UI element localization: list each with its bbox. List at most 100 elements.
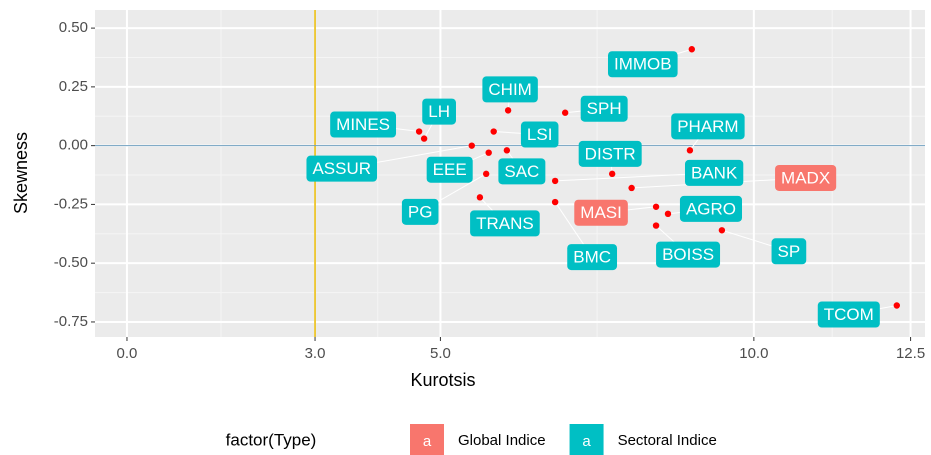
point-label: SP: [721, 229, 807, 265]
y-tick-label: 0.25: [59, 78, 88, 95]
point-label: TRANS: [470, 197, 540, 237]
label-text: LSI: [527, 125, 553, 144]
point-label: ASSUR: [306, 145, 472, 182]
x-tick-label: 5.0: [430, 345, 451, 362]
point-label: DISTR: [578, 140, 642, 174]
point-label: MINES: [330, 111, 420, 138]
y-tick-label: -0.50: [54, 254, 88, 271]
point-label: CHIM: [482, 76, 538, 111]
label-box: [771, 238, 807, 265]
point: [718, 227, 726, 234]
point: [686, 147, 694, 154]
label-box: [607, 51, 678, 78]
label-box: [684, 159, 744, 186]
label-text: ASSUR: [312, 159, 371, 178]
legend-key: [569, 424, 604, 455]
label-text: BMC: [573, 248, 611, 267]
point-label: EEE: [426, 152, 489, 183]
point: [415, 128, 423, 135]
label-box: [656, 241, 721, 268]
label-box: [470, 210, 540, 237]
point: [420, 135, 428, 142]
label-box: [401, 198, 439, 225]
label-box: [482, 76, 538, 103]
label-text: BOISS: [662, 245, 714, 264]
point: [482, 170, 490, 178]
label-text: SPH: [587, 99, 622, 118]
point: [652, 203, 660, 210]
point: [664, 210, 672, 218]
point-label: LH: [422, 98, 456, 139]
label-text: LH: [428, 102, 450, 121]
point: [476, 194, 484, 201]
label-text: AGRO: [686, 199, 736, 218]
point: [503, 147, 511, 154]
label-box: [498, 158, 546, 185]
label-box: [567, 244, 618, 271]
point: [551, 198, 559, 206]
point-label: LSI: [493, 121, 559, 148]
x-tick-label: 12.5: [896, 345, 925, 362]
label-text: MADX: [781, 168, 830, 187]
point-label: TCOM: [817, 301, 897, 328]
label-box: [679, 195, 743, 222]
point: [893, 302, 900, 309]
point-label: AGRO: [667, 195, 743, 222]
point-label: PG: [401, 173, 487, 225]
point: [490, 128, 497, 135]
label-box: [775, 164, 837, 191]
label-text: TCOM: [824, 305, 874, 324]
point: [485, 149, 492, 156]
y-tick-label: -0.25: [54, 195, 88, 212]
y-tick-label: 0.50: [59, 19, 88, 36]
legend-key-text: a: [423, 433, 432, 450]
point-label: SPH: [565, 95, 628, 122]
point: [504, 107, 512, 114]
legend-label: Sectoral Indice: [618, 432, 717, 449]
label-box: [671, 113, 745, 140]
label-text: SAC: [504, 162, 539, 181]
y-axis-label: Skewness: [11, 132, 31, 214]
point-label: BOISS: [655, 225, 721, 268]
label-text: MASI: [580, 203, 622, 222]
label-box: [422, 98, 456, 125]
points: [415, 46, 900, 309]
x-tick-label: 10.0: [739, 345, 768, 362]
legend-title: factor(Type): [226, 430, 317, 449]
point-label: MASI: [574, 199, 657, 226]
label-text: SP: [778, 242, 801, 261]
label-box: [578, 140, 642, 167]
x-tick-label: 0.0: [117, 345, 138, 362]
label-text: DISTR: [585, 144, 636, 163]
point: [652, 222, 660, 229]
label-text: IMMOB: [614, 55, 672, 74]
label-box: [580, 95, 628, 122]
x-axis-label: Kurotsis: [410, 370, 475, 390]
label-text: CHIM: [488, 80, 531, 99]
legend-key: [410, 424, 444, 455]
point-label: PHARM: [671, 113, 745, 151]
label-text: PHARM: [677, 117, 738, 136]
point: [688, 46, 695, 53]
label-box: [306, 155, 378, 182]
label-box: [330, 111, 397, 138]
point-label: BMC: [554, 201, 618, 271]
label-text: TRANS: [476, 214, 534, 233]
point: [628, 184, 635, 192]
label-text: BANK: [691, 163, 738, 182]
label-text: MINES: [336, 115, 390, 134]
point-label: BANK: [555, 159, 744, 186]
labels: MADX MASI IMMOB CHIM SPH MINES LH LSI ASSUR EEE SA…: [306, 48, 897, 328]
legend-key-text: a: [582, 433, 591, 450]
point: [608, 170, 616, 178]
legend-label: Global Indice: [458, 432, 546, 449]
label-box: [426, 156, 473, 183]
label-text: EEE: [433, 160, 467, 179]
point: [561, 109, 569, 116]
point: [551, 177, 559, 185]
point-label: SAC: [498, 150, 546, 185]
point: [468, 142, 475, 149]
x-tick-label: 3.0: [305, 345, 326, 362]
point-label: MADX: [631, 164, 837, 191]
